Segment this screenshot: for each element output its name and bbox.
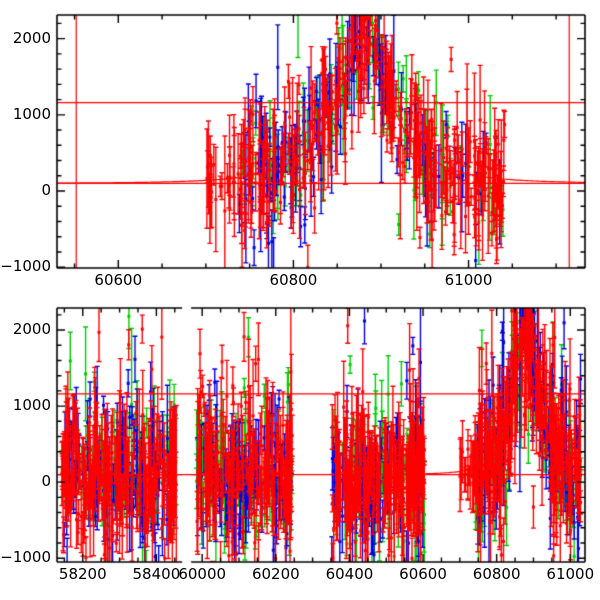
y-tick-label-top: 0 — [41, 181, 51, 200]
x-tick-label-bottom: 60800 — [472, 565, 521, 583]
x-tick-label-bottom: 58200 — [58, 565, 107, 583]
x-tick-label-bottom: 60200 — [251, 565, 300, 583]
y-tick-label-bottom: 0 — [41, 472, 51, 491]
x-tick-label-bottom: 60600 — [399, 565, 447, 583]
y-tick-label-bottom: 2000 — [12, 320, 51, 339]
y-tick-label-top: −1000 — [0, 257, 51, 276]
y-tick-label-bottom: 1000 — [12, 396, 51, 415]
x-tick-label-top: 61000 — [444, 271, 493, 289]
x-tick-label-bottom: 60400 — [325, 565, 374, 583]
x-tick-label-bottom: 61000 — [546, 565, 595, 583]
x-tick-label-top: 60800 — [269, 271, 318, 289]
y-tick-label-top: 2000 — [12, 28, 51, 47]
x-tick-label-top: 60600 — [94, 271, 143, 289]
x-tick-label-bottom: 58400 — [132, 565, 181, 583]
y-tick-label-top: 1000 — [12, 104, 51, 123]
x-tick-label-bottom: 60000 — [178, 565, 227, 583]
y-tick-label-bottom: −1000 — [0, 548, 51, 567]
